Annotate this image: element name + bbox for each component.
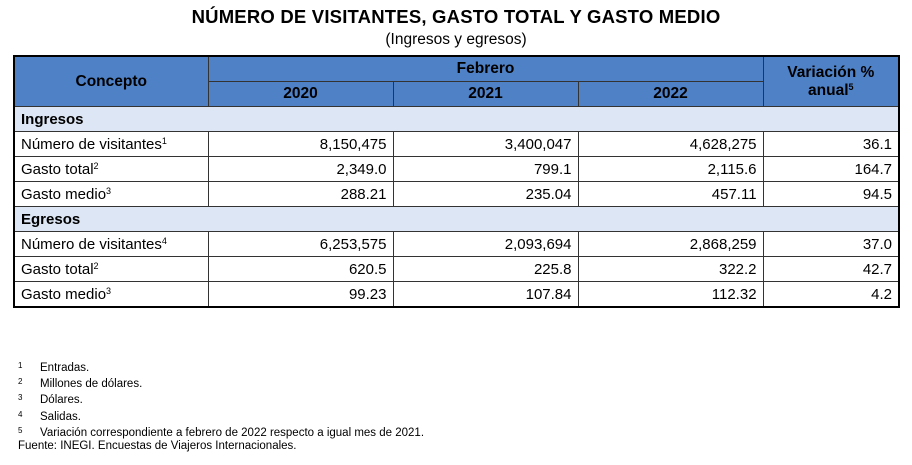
cell-2020: 99.23 <box>207 281 394 308</box>
header-variation-line2: anual <box>808 81 849 99</box>
footnote: 5 Variación correspondiente a febrero de … <box>18 425 425 439</box>
footnote: 2 Millones de dólares. <box>18 377 143 391</box>
table-subtitle: (Ingresos y egresos) <box>385 31 527 48</box>
table-row: Número de visitantes4 6,253,575 2,093,69… <box>13 231 900 257</box>
table-row: Gasto medio3 99.23 107.84 112.32 4.2 <box>13 281 900 308</box>
source-note: Fuente: INEGI. Encuestas de Viajeros Int… <box>18 440 297 453</box>
cell-variation: 164.7 <box>762 156 900 182</box>
cell-variation: 94.5 <box>762 181 900 207</box>
cell-2022: 112.32 <box>577 281 764 308</box>
cell-2021: 235.04 <box>392 181 579 207</box>
cell-variation: 4.2 <box>762 281 900 308</box>
table-title: NÚMERO DE VISITANTES, GASTO TOTAL Y GAST… <box>191 6 721 27</box>
header-year-2021: 2021 <box>392 81 579 107</box>
row-label: Gasto medio3 <box>13 281 209 308</box>
section-row-ingresos: Ingresos <box>13 106 900 132</box>
footnote: 3 Dólares. <box>18 393 83 407</box>
header-year-2020: 2020 <box>207 81 394 107</box>
section-label: Egresos <box>13 206 900 232</box>
header-variation-footnote: 5 <box>848 81 854 92</box>
section-row-egresos: Egresos <box>13 206 900 232</box>
table-row: Gasto total2 2,349.0 799.1 2,115.6 164.7 <box>13 156 900 182</box>
cell-2021: 107.84 <box>392 281 579 308</box>
cell-2020: 6,253,575 <box>207 231 394 257</box>
cell-2022: 4,628,275 <box>577 131 764 157</box>
header-concept: Concepto <box>13 55 209 107</box>
cell-2020: 288.21 <box>207 181 394 207</box>
row-label: Número de visitantes1 <box>13 131 209 157</box>
header-variation-line1: Variación % <box>787 63 875 81</box>
row-label: Gasto medio3 <box>13 181 209 207</box>
cell-2020: 2,349.0 <box>207 156 394 182</box>
cell-2021: 225.8 <box>392 256 579 282</box>
cell-2021: 2,093,694 <box>392 231 579 257</box>
table-row: Número de visitantes1 8,150,475 3,400,04… <box>13 131 900 157</box>
table-row: Gasto total2 620.5 225.8 322.2 42.7 <box>13 256 900 282</box>
cell-2022: 2,868,259 <box>577 231 764 257</box>
row-label: Gasto total2 <box>13 256 209 282</box>
cell-2022: 322.2 <box>577 256 764 282</box>
cell-2022: 457.11 <box>577 181 764 207</box>
section-label: Ingresos <box>13 106 900 132</box>
cell-2021: 3,400,047 <box>392 131 579 157</box>
row-label: Número de visitantes4 <box>13 231 209 257</box>
cell-2021: 799.1 <box>392 156 579 182</box>
header-month: Febrero <box>207 55 764 82</box>
header-variation: Variación % anual5 <box>762 55 900 107</box>
row-label: Gasto total2 <box>13 156 209 182</box>
visitors-table: Concepto Febrero Variación % anual5 2020… <box>13 55 901 308</box>
cell-2020: 8,150,475 <box>207 131 394 157</box>
footnote: 4 Salidas. <box>18 409 81 423</box>
cell-2022: 2,115.6 <box>577 156 764 182</box>
footnote: 1 Entradas. <box>18 361 90 374</box>
cell-variation: 36.1 <box>762 131 900 157</box>
table-row: Gasto medio3 288.21 235.04 457.11 94.5 <box>13 181 900 207</box>
cell-variation: 37.0 <box>762 231 900 257</box>
cell-variation: 42.7 <box>762 256 900 282</box>
footnotes: 1 Entradas. 2 Millones de dólares. 3 Dólare… <box>18 359 424 453</box>
cell-2020: 620.5 <box>207 256 394 282</box>
header-year-2022: 2022 <box>577 81 764 107</box>
